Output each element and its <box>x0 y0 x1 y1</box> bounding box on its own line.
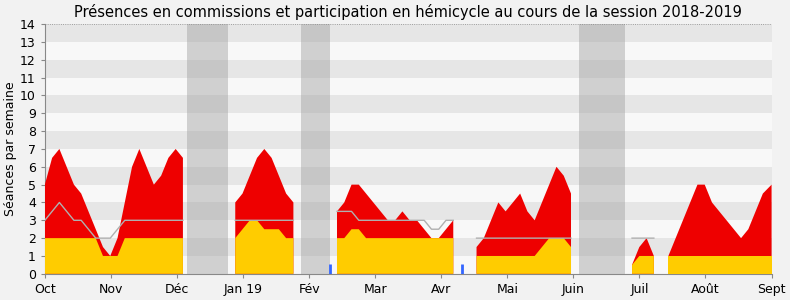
Bar <box>45 60 772 78</box>
Bar <box>45 167 772 184</box>
Bar <box>45 220 772 238</box>
Bar <box>45 256 772 274</box>
Bar <box>45 238 772 256</box>
Y-axis label: Séances par semaine: Séances par semaine <box>4 82 17 216</box>
Bar <box>45 202 772 220</box>
Bar <box>45 24 772 42</box>
Bar <box>579 24 625 274</box>
Bar <box>45 113 772 131</box>
Title: Présences en commissions et participation en hémicycle au cours de la session 20: Présences en commissions et participatio… <box>74 4 742 20</box>
Bar <box>45 78 772 95</box>
Bar <box>45 184 772 202</box>
Bar <box>45 95 772 113</box>
Bar <box>301 24 329 274</box>
Bar <box>45 149 772 167</box>
Bar <box>45 42 772 60</box>
Bar <box>186 24 228 274</box>
Bar <box>45 131 772 149</box>
